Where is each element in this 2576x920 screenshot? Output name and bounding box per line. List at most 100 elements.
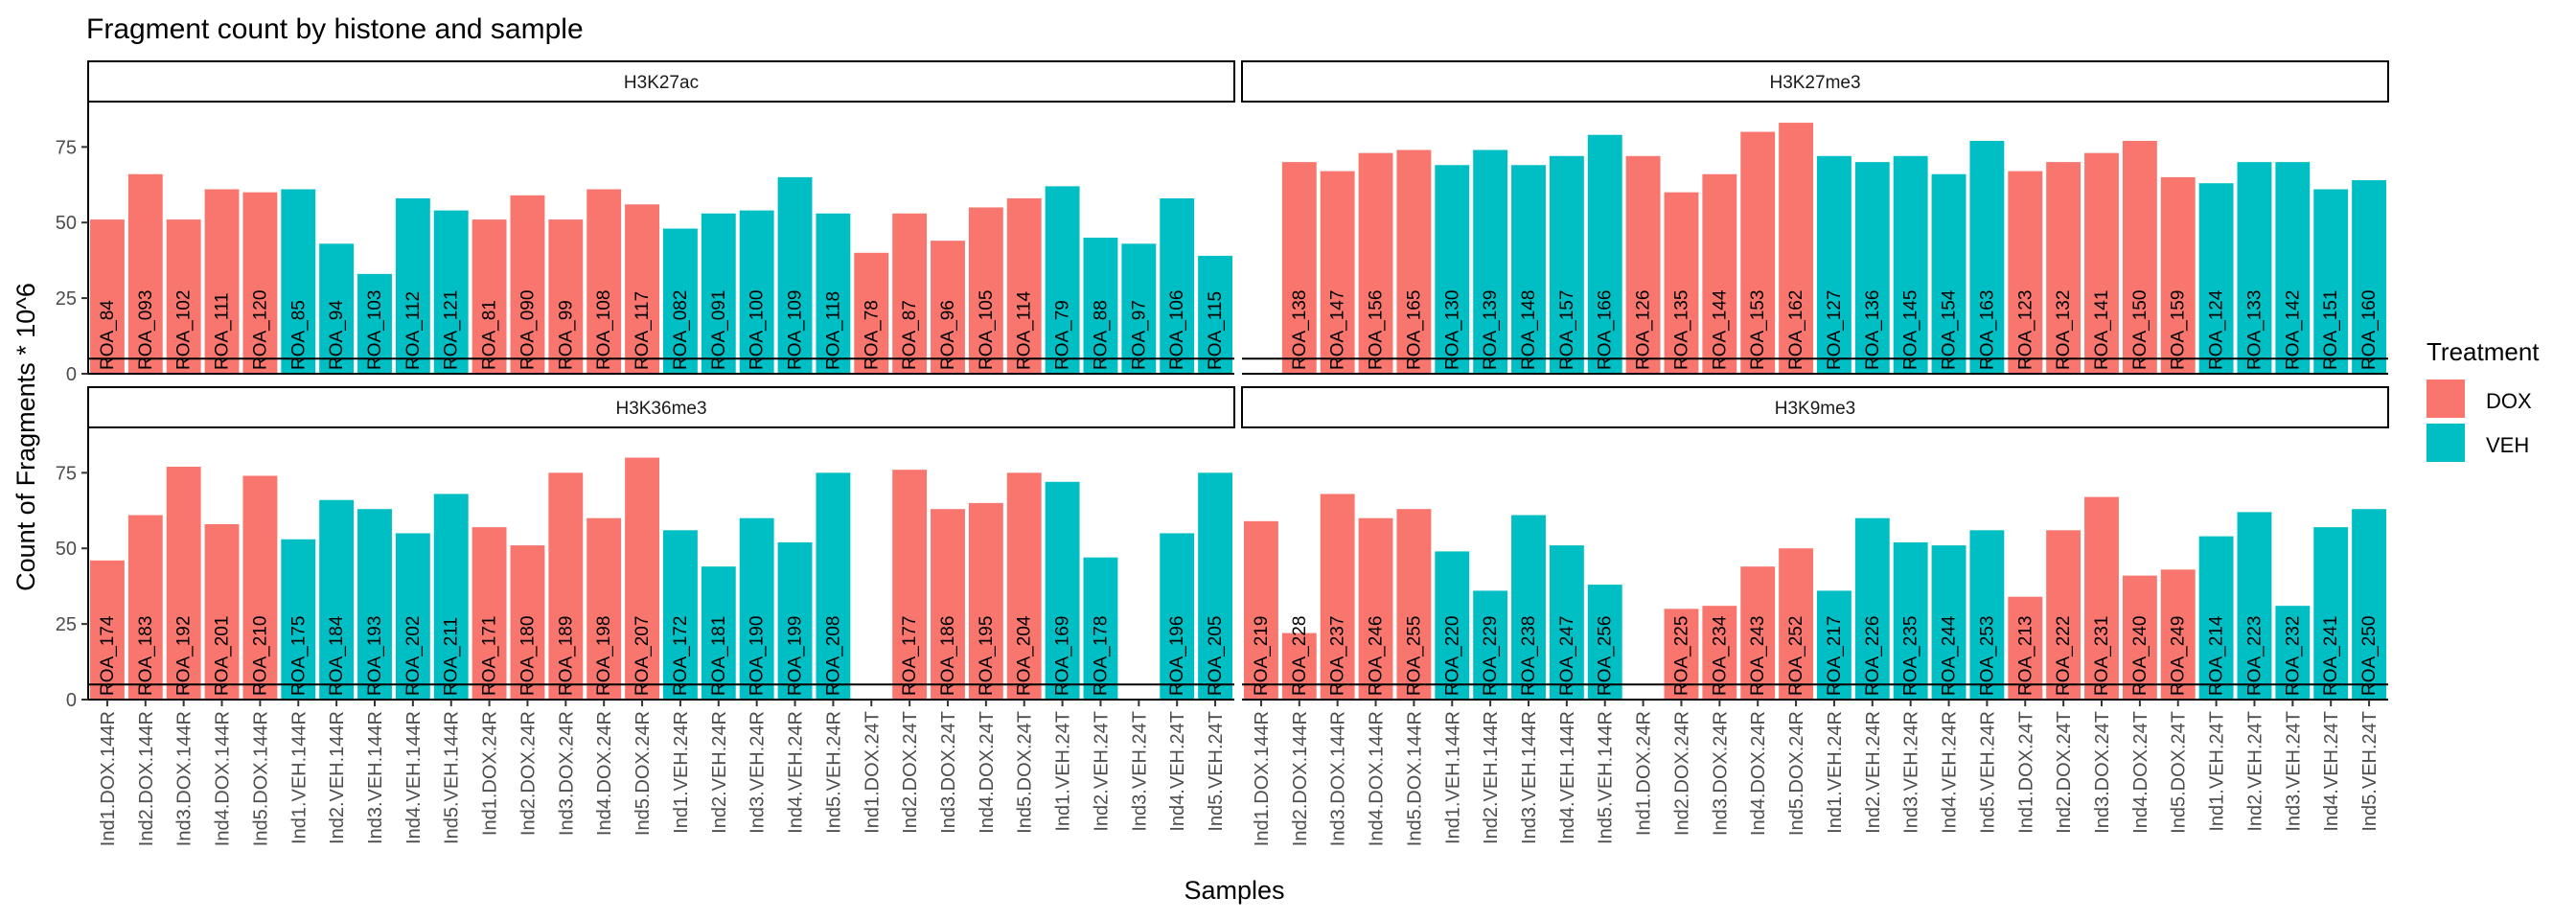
bar-label: ROA_243 xyxy=(1748,616,1768,696)
bar xyxy=(854,252,889,374)
bar xyxy=(89,219,125,374)
x-tick-label: Ind2.DOX.144R xyxy=(136,711,157,846)
bar xyxy=(931,509,965,700)
bar-label: ROA_237 xyxy=(1328,616,1348,696)
x-tick-label: Ind5.DOX.24T xyxy=(1015,711,1036,834)
bar-label: ROA_88 xyxy=(1091,300,1111,370)
bar-label: ROA_256 xyxy=(1596,616,1616,696)
bar-label: ROA_201 xyxy=(213,616,233,696)
x-tick-label: Ind3.VEH.24R xyxy=(748,711,769,834)
x-tick-label: Ind3.VEH.24T xyxy=(2283,711,2304,832)
bar-label: ROA_123 xyxy=(2015,290,2036,370)
bar xyxy=(2198,183,2234,374)
x-tick-label: Ind3.VEH.144R xyxy=(1519,711,1540,844)
bar xyxy=(204,523,240,700)
bar xyxy=(1893,155,1928,374)
bar xyxy=(1243,520,1278,700)
bar-label: ROA_214 xyxy=(2207,615,2227,696)
bar xyxy=(1435,551,1470,700)
bar xyxy=(1893,541,1928,700)
bar xyxy=(892,213,928,374)
x-tick-label: Ind1.DOX.144R xyxy=(98,711,119,846)
x-tick-label: Ind1.DOX.24R xyxy=(1634,711,1655,836)
bar xyxy=(319,499,355,700)
bar-label: ROA_150 xyxy=(2130,290,2150,370)
bar xyxy=(395,197,430,374)
bar xyxy=(2008,596,2043,700)
bar-label: ROA_193 xyxy=(365,616,385,696)
bar-label: ROA_106 xyxy=(1167,290,1187,370)
bar xyxy=(968,207,1003,374)
y-tick-label: 25 xyxy=(56,614,77,635)
bar-label: ROA_246 xyxy=(1367,616,1387,696)
x-tick-label: Ind3.DOX.24T xyxy=(938,711,959,834)
bar xyxy=(586,518,622,700)
chart-title: Fragment count by histone and sample xyxy=(86,13,584,45)
bar xyxy=(281,539,316,700)
bar xyxy=(127,515,163,700)
bar xyxy=(1320,494,1355,700)
bar-label: ROA_189 xyxy=(556,616,576,696)
x-tick-label: Ind2.DOX.24T xyxy=(2054,711,2075,834)
legend-label-dox: DOX xyxy=(2486,389,2532,413)
x-tick-label: Ind5.VEH.24R xyxy=(1977,711,1998,834)
bar xyxy=(1473,150,1508,374)
bar-label: ROA_127 xyxy=(1825,290,1845,370)
bar-label: ROA_117 xyxy=(632,291,653,370)
bar xyxy=(472,527,507,700)
bar-label: ROA_247 xyxy=(1557,616,1577,696)
x-tick-label: Ind4.VEH.24R xyxy=(786,711,807,834)
bar-label: ROA_97 xyxy=(1129,300,1149,370)
strip-h3k36me3 xyxy=(87,386,1235,428)
bar xyxy=(892,470,928,700)
bar xyxy=(2046,162,2082,374)
bar-label: ROA_171 xyxy=(480,616,500,696)
bar xyxy=(357,273,392,374)
bar-label: ROA_190 xyxy=(748,616,768,696)
bar xyxy=(625,457,660,700)
bar-label: ROA_133 xyxy=(2244,290,2265,370)
legend: Treatment DOX VEH xyxy=(2426,337,2540,462)
bar-label: ROA_160 xyxy=(2359,290,2380,370)
bar-label: ROA_250 xyxy=(2359,616,2380,696)
bar-label: ROA_85 xyxy=(288,300,309,370)
bar xyxy=(1358,518,1393,700)
bar-label: ROA_118 xyxy=(823,291,843,370)
bar xyxy=(1854,518,1890,700)
bar-label: ROA_175 xyxy=(288,616,309,696)
bar xyxy=(2237,512,2272,700)
bar-label: ROA_180 xyxy=(518,616,538,696)
bar xyxy=(701,213,736,374)
bar xyxy=(166,467,201,700)
bar xyxy=(472,219,507,374)
x-tick-label: Ind2.VEH.24R xyxy=(709,711,730,834)
x-tick-label: Ind5.DOX.144R xyxy=(250,711,271,846)
bar-label: ROA_228 xyxy=(1290,616,1310,696)
x-tick-label: Ind3.DOX.24T xyxy=(2092,711,2113,834)
bar-label: ROA_091 xyxy=(709,290,729,370)
x-tick-label: Ind3.DOX.144R xyxy=(1328,711,1349,846)
bar xyxy=(1931,545,1966,700)
strip-label-h3k9me3: H3K9me3 xyxy=(1775,399,1856,419)
bar-label: ROA_211 xyxy=(442,617,462,696)
bar-label: ROA_198 xyxy=(594,616,614,696)
bar xyxy=(662,530,698,700)
bar-label: ROA_166 xyxy=(1596,290,1616,370)
bar xyxy=(739,210,774,374)
bar-label: ROA_165 xyxy=(1404,290,1424,370)
strip-label-h3k27ac: H3K27ac xyxy=(624,73,699,93)
strip-label-h3k36me3: H3K36me3 xyxy=(615,399,706,419)
x-tick-label: Ind4.VEH.144R xyxy=(1557,711,1578,844)
bar-label: ROA_093 xyxy=(136,290,156,370)
bar xyxy=(1473,590,1508,700)
strip-h3k9me3 xyxy=(1241,386,2389,428)
bar-label: ROA_192 xyxy=(174,616,195,696)
x-tick-label: Ind5.VEH.144R xyxy=(442,711,463,844)
legend-swatch-veh xyxy=(2426,424,2465,462)
bar xyxy=(816,213,851,374)
bar-label: ROA_240 xyxy=(2130,616,2150,696)
bar xyxy=(2084,496,2119,700)
bar xyxy=(2198,536,2234,700)
